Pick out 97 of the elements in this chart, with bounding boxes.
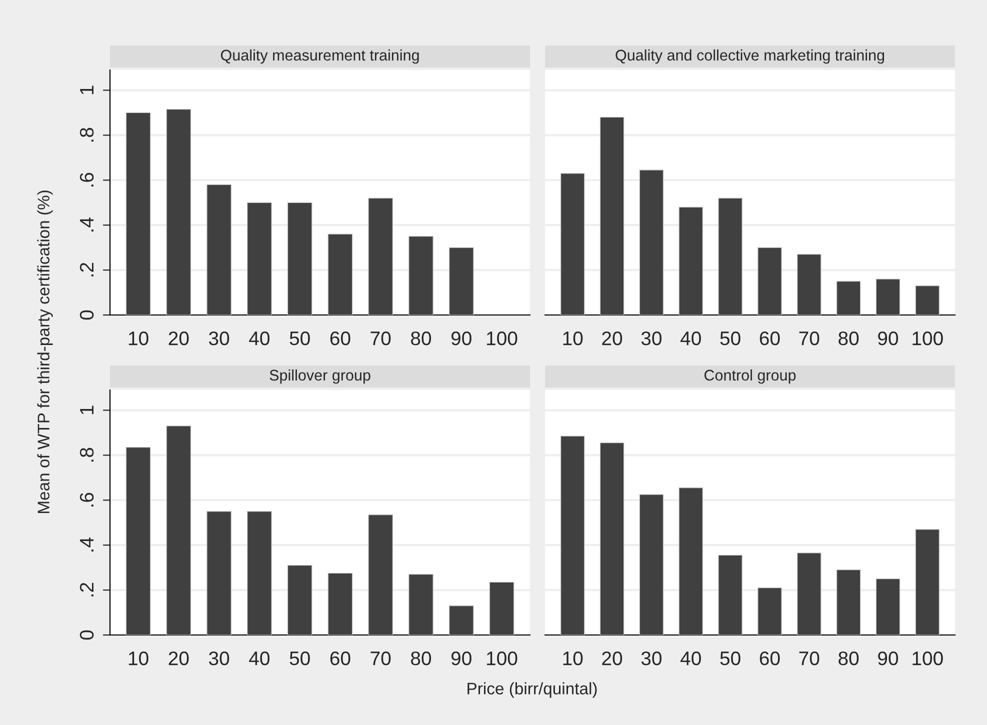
x-tick-label: 60 [330,331,350,346]
x-tick-label: 30 [641,331,662,346]
bar [206,184,232,315]
y-tick-label: .6 [80,172,94,186]
y-tick-label: .2 [80,582,94,596]
y-tick-label: .4 [80,538,94,552]
x-tick-label: 70 [370,651,391,666]
bar [287,202,312,315]
bar [448,605,474,635]
bar [408,574,434,635]
x-tick-label: 100 [486,651,518,666]
x-tick-label: 30 [208,651,230,666]
bar [287,564,312,635]
y-tick-label: 0 [80,630,94,640]
bar [718,554,742,635]
chart-title: Quality and collective marketing training [616,49,884,64]
x-tick-label: 10 [128,651,148,666]
bar [328,572,353,635]
x-axis-title: Price (birr/quintal) [468,682,597,698]
bar [600,442,624,635]
x-tick-label: 70 [799,331,820,346]
x-tick-label: 40 [680,331,701,346]
bar [600,116,624,315]
bar [915,285,940,315]
bar [758,247,782,315]
x-tick-label: 80 [410,651,432,666]
x-tick-label: 80 [838,331,859,346]
y-tick-label: 1 [80,406,94,414]
x-tick-label: 10 [563,651,583,666]
x-tick-label: 100 [912,651,943,666]
x-tick-label: 50 [290,651,310,666]
bar [206,511,232,635]
bar [876,278,900,315]
x-tick-label: 40 [249,331,270,346]
bar [246,202,272,315]
bar [166,426,192,635]
y-tick-label: .4 [80,218,94,232]
bar [836,280,861,315]
x-tick-label: 20 [602,331,622,346]
x-tick-label: 20 [168,651,189,666]
bar [368,514,394,635]
x-tick-label: 90 [878,651,898,666]
bar [166,108,192,315]
x-tick-label: 20 [602,651,622,666]
bar [368,198,394,315]
bar [560,436,585,635]
x-tick-label: 90 [451,651,472,666]
bar [639,494,664,635]
x-tick-label: 40 [680,651,701,666]
bar [246,511,272,635]
bar [328,234,353,315]
y-tick-label: 0 [80,310,94,320]
bar [408,236,434,315]
x-tick-label: 80 [838,651,859,666]
bar [836,569,861,635]
bar [915,529,940,635]
y-tick-label: .6 [80,492,94,506]
x-tick-label: 90 [878,331,898,346]
bar [678,206,704,315]
chart-title: Quality measurement training [220,49,419,64]
y-tick-label: .8 [80,128,94,142]
bar [489,582,514,635]
bar [758,587,782,635]
x-tick-label: 10 [563,331,583,346]
bar [560,173,585,315]
y-tick-label: 1 [80,86,94,94]
chart-title: Control group [704,369,796,384]
bar [678,487,704,635]
x-tick-label: 50 [290,331,310,346]
bar [126,446,151,635]
bar [718,198,742,315]
y-axis-title: Mean of WTP for third-party certification (%) [37,190,53,514]
x-tick-label: 20 [168,331,189,346]
x-tick-label: 70 [370,331,391,346]
x-tick-label: 80 [410,331,432,346]
bar [448,247,474,315]
y-tick-label: .8 [80,448,94,462]
x-tick-label: 90 [451,331,472,346]
x-tick-label: 60 [330,651,350,666]
x-tick-label: 30 [208,331,230,346]
bar [796,552,822,635]
y-tick-label: .2 [80,262,94,276]
x-tick-label: 50 [720,331,740,346]
x-tick-label: 10 [128,331,148,346]
x-tick-label: 60 [760,651,780,666]
chart-title: Spillover group [270,369,370,384]
bar [126,112,151,315]
x-tick-label: 70 [799,651,820,666]
bar [876,578,900,635]
x-tick-label: 60 [760,331,780,346]
x-tick-label: 100 [486,331,518,346]
bar [796,254,822,315]
x-tick-label: 40 [249,651,270,666]
bar [639,170,664,315]
x-tick-label: 30 [641,651,662,666]
x-tick-label: 100 [912,331,943,346]
x-tick-label: 50 [720,651,740,666]
